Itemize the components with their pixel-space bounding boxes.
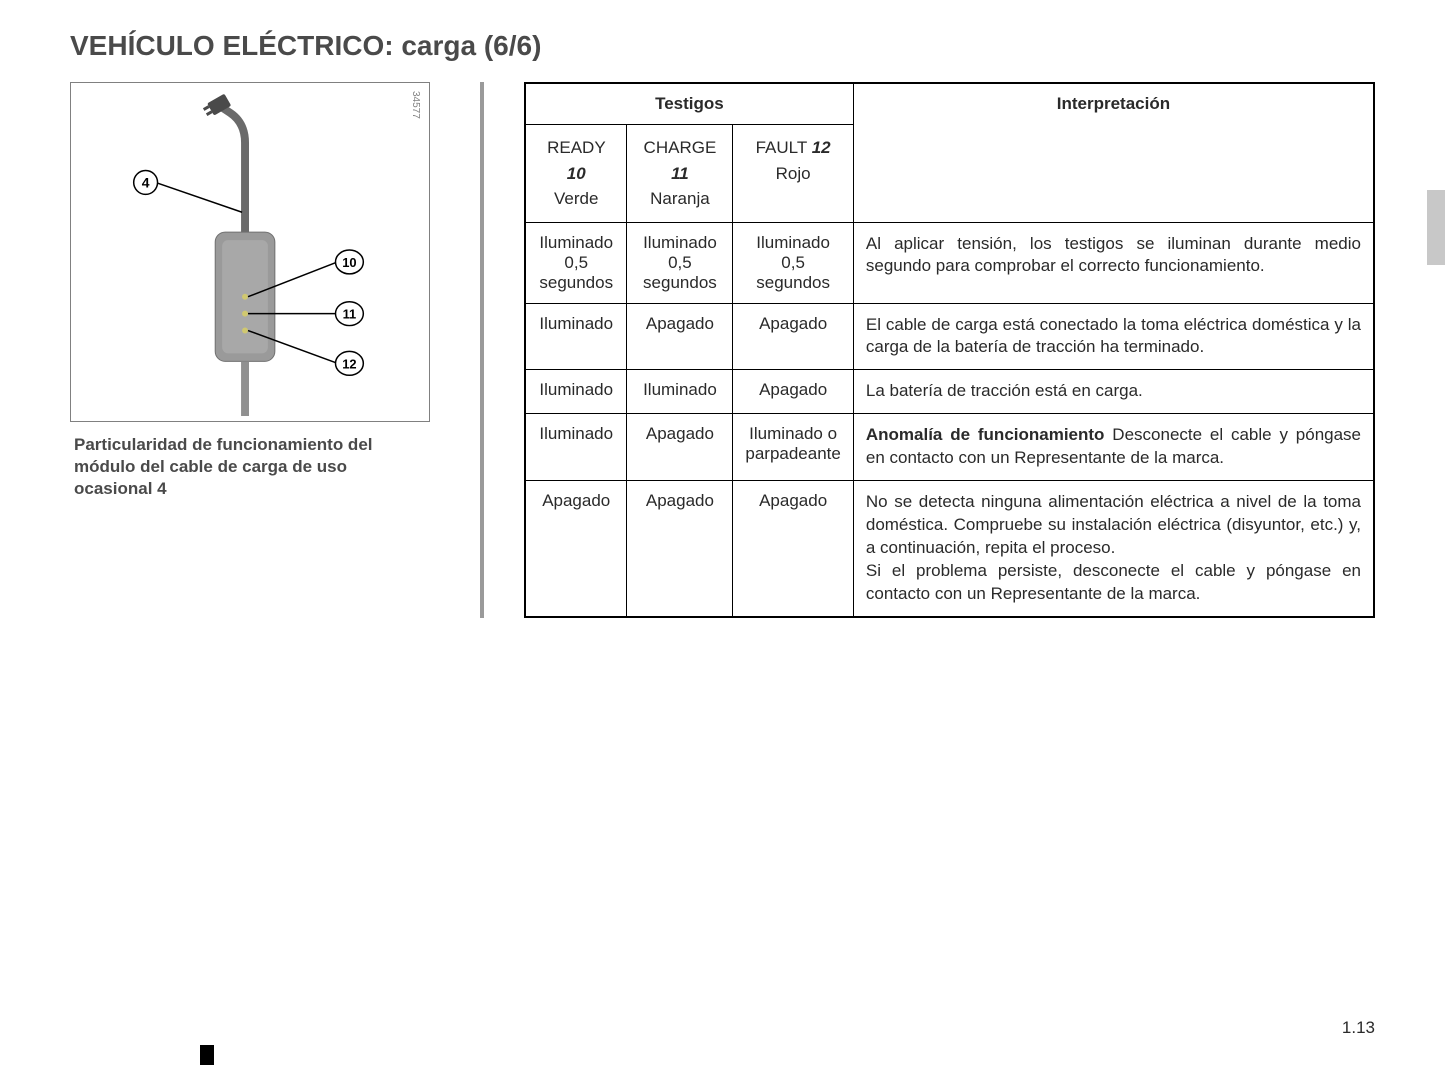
table-row: Iluminado Apagado Apagado El cable de ca…	[525, 303, 1374, 370]
diagram-box: 34577	[70, 82, 430, 422]
cell-fault: Apagado	[733, 370, 853, 414]
vertical-divider	[480, 82, 484, 618]
table-body: Iluminado0,5segundos Iluminado0,5segundo…	[525, 222, 1374, 617]
cell-ready: Iluminado0,5segundos	[525, 222, 627, 303]
subheader-fault: FAULT 12 Rojo	[733, 125, 853, 223]
cell-fault: Apagado	[733, 303, 853, 370]
anomalia-title: Anomalía de funcionamiento	[866, 425, 1105, 444]
diagram-id: 34577	[410, 91, 421, 119]
cell-ready: Apagado	[525, 481, 627, 617]
cell-interpretation: Anomalía de funcionamiento Desconecte el…	[853, 414, 1374, 481]
cell-interpretation: Al aplicar tensión, los testigos se ilum…	[853, 222, 1374, 303]
charger-diagram: 4 10 11 12	[71, 83, 429, 421]
footer-mark	[200, 1045, 214, 1065]
cell-fault: Iluminado oparpadeante	[733, 414, 853, 481]
page-title: VEHÍCULO ELÉCTRICO: carga (6/6)	[70, 30, 1375, 62]
callout-11-label: 11	[343, 307, 357, 322]
callout-10-label: 10	[342, 255, 356, 270]
content-wrapper: 34577	[70, 82, 1375, 618]
callout-12-label: 12	[342, 356, 356, 371]
header-testigos: Testigos	[525, 83, 853, 125]
cell-fault: Iluminado0,5segundos	[733, 222, 853, 303]
table-row: Iluminado0,5segundos Iluminado0,5segundo…	[525, 222, 1374, 303]
cell-interpretation: No se detecta ninguna alimentación eléct…	[853, 481, 1374, 617]
subheader-ready: READY 10 Verde	[525, 125, 627, 223]
cell-charge: Apagado	[627, 481, 733, 617]
cell-charge: Iluminado	[627, 370, 733, 414]
header-interpretacion: Interpretación	[853, 83, 1374, 222]
page-number: 1.13	[1342, 1018, 1375, 1038]
callout-4-label: 4	[142, 174, 150, 190]
cell-charge: Apagado	[627, 303, 733, 370]
cell-interpretation: El cable de carga está conectado la toma…	[853, 303, 1374, 370]
right-column: Testigos Interpretación READY 10 Verde C…	[524, 82, 1375, 618]
cell-charge: Iluminado0,5segundos	[627, 222, 733, 303]
side-tab	[1427, 190, 1445, 265]
table-row: Iluminado Apagado Iluminado oparpadeante…	[525, 414, 1374, 481]
cell-interpretation: La batería de tracción está en carga.	[853, 370, 1374, 414]
diagram-caption: Particularidad de funcionamiento del mód…	[70, 434, 430, 500]
cell-charge: Apagado	[627, 414, 733, 481]
cell-ready: Iluminado	[525, 303, 627, 370]
table-row: Apagado Apagado Apagado No se detecta ni…	[525, 481, 1374, 617]
cell-fault: Apagado	[733, 481, 853, 617]
left-column: 34577	[70, 82, 430, 618]
cell-ready: Iluminado	[525, 414, 627, 481]
indicator-table: Testigos Interpretación READY 10 Verde C…	[524, 82, 1375, 618]
table-row: Iluminado Iluminado Apagado La batería d…	[525, 370, 1374, 414]
subheader-charge: CHARGE 11 Naranja	[627, 125, 733, 223]
cell-ready: Iluminado	[525, 370, 627, 414]
